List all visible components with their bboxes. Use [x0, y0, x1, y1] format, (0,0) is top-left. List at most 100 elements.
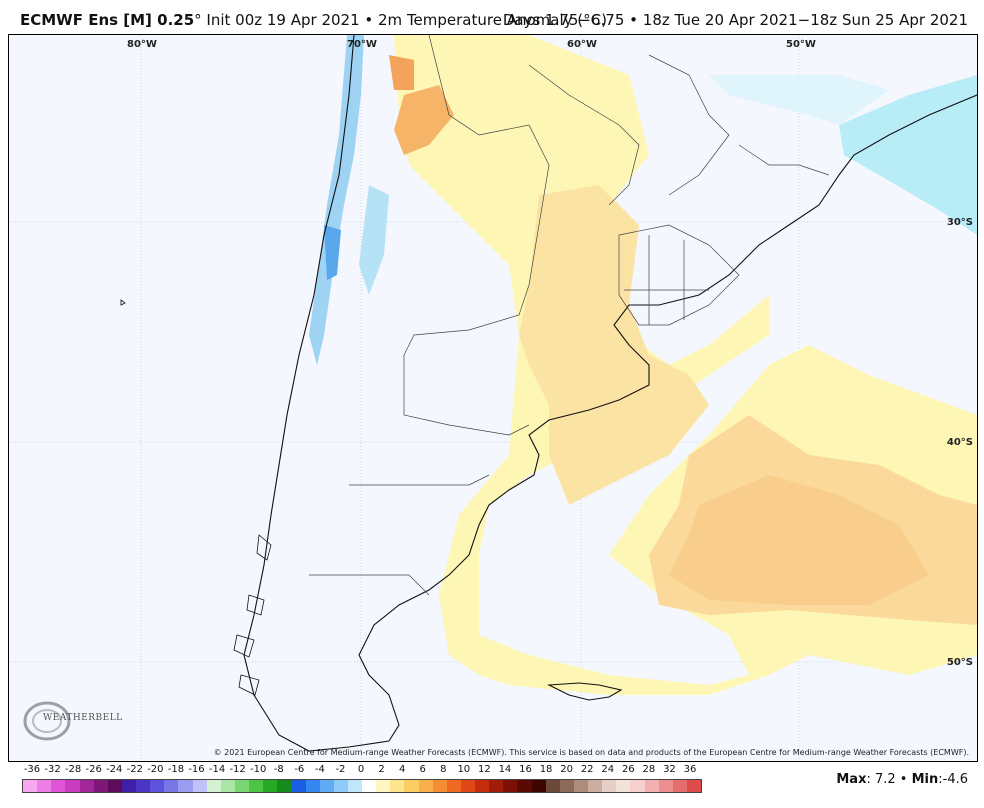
- colorbar-swatch: [333, 780, 348, 792]
- colorbar-swatch: [206, 780, 221, 792]
- colorbar-tick: 6: [419, 764, 426, 775]
- max-value: : 7.2: [866, 772, 896, 787]
- min-value: :-4.6: [938, 772, 968, 787]
- colorbar-swatch: [347, 780, 362, 792]
- init-text: Init 00z 19 Apr 2021 • 2m Temperature An…: [201, 11, 607, 29]
- map-panel[interactable]: 80°W 70°W 60°W 50°W 30°S 40°S 50°S WEATH…: [8, 34, 978, 762]
- valid-period: Days 1.75−6.75 • 18z Tue 20 Apr 2021−18z…: [502, 11, 968, 29]
- colorbar-tick: 20: [560, 764, 573, 775]
- colorbar-tick: 26: [621, 764, 635, 775]
- islands: [120, 299, 272, 696]
- colorbar-swatch: [376, 780, 391, 792]
- colorbar-swatch: [23, 780, 38, 792]
- colorbar-tick: -22: [126, 764, 143, 775]
- colorbar-swatch: [79, 780, 94, 792]
- logo-text: WEATHERBELL: [43, 713, 123, 723]
- lon-label-50w: 50°W: [786, 39, 816, 50]
- stats-separator: •: [895, 772, 912, 787]
- colorbar-tick: 14: [498, 764, 512, 775]
- colorbar-swatch: [65, 780, 80, 792]
- max-label: Max: [836, 772, 867, 787]
- colorbar-swatch: [291, 780, 306, 792]
- colorbar-swatch: [418, 780, 433, 792]
- colorbar-tick: -28: [64, 764, 82, 775]
- colorbar-tick: 10: [457, 764, 471, 775]
- colorbar-tick: 16: [519, 764, 532, 775]
- colorbar-swatch: [432, 780, 447, 792]
- cool-anomaly-andes: [309, 35, 364, 365]
- colorbar-tick: 32: [663, 764, 676, 775]
- colorbar-swatch: [446, 780, 461, 792]
- colorbar-swatch: [220, 780, 235, 792]
- colorbar-swatch: [602, 780, 617, 792]
- weatherbell-logo: WEATHERBELL: [21, 699, 122, 745]
- cool-anomaly-cuyo: [359, 185, 389, 295]
- warm-spot-north: [389, 55, 414, 90]
- colorbar-tick: -2: [335, 764, 346, 775]
- colorbar-swatch: [616, 780, 631, 792]
- anomaly-map: [9, 35, 977, 761]
- colorbar-swatch: [559, 780, 574, 792]
- colorbar-strip: [22, 779, 702, 793]
- colorbar-tick: -36: [23, 764, 41, 775]
- colorbar-tick: -16: [188, 764, 205, 775]
- colorbar-swatch: [531, 780, 546, 792]
- colorbar-tick: -12: [229, 764, 246, 775]
- colorbar-tick: 24: [601, 764, 615, 775]
- warm-spot-puna: [394, 85, 454, 155]
- colorbar-tick: -26: [85, 764, 102, 775]
- colorbar-swatch: [192, 780, 207, 792]
- colorbar-swatch: [319, 780, 334, 792]
- coastline: [243, 35, 977, 752]
- colorbar-tick: -10: [250, 764, 267, 775]
- colorbar-tick: 22: [580, 764, 594, 775]
- cool-spot-andes: [324, 225, 341, 280]
- colorbar-swatch: [573, 780, 588, 792]
- colorbar-tick: -20: [147, 764, 164, 775]
- colorbar-swatch: [136, 780, 151, 792]
- colorbar-swatch: [51, 780, 66, 792]
- colorbar-swatch: [164, 780, 179, 792]
- map-title: ECMWF Ens [M] 0.25° Init 00z 19 Apr 2021…: [20, 11, 607, 29]
- lon-label-70w: 70°W: [347, 39, 377, 50]
- colorbar-tick: -8: [273, 764, 284, 775]
- colorbar-swatch: [37, 780, 52, 792]
- colorbar-tick: -14: [208, 764, 226, 775]
- colorbar-swatch: [107, 780, 122, 792]
- lat-label-50s: 50°S: [946, 657, 973, 668]
- swirl-icon: [23, 701, 71, 741]
- colorbar-swatch: [686, 780, 701, 792]
- colorbar-tick: 2: [378, 764, 385, 775]
- colorbar-tick-labels: -36 -32 -28 -26 -24 -22 -20 -18 -16 -14 -12 -10 -8 -6…: [22, 764, 702, 778]
- header: ECMWF Ens [M] 0.25° Init 00z 19 Apr 2021…: [0, 0, 984, 34]
- colorbar-tick: -32: [44, 764, 61, 775]
- colorbar-swatch: [588, 780, 603, 792]
- colorbar-swatch: [234, 780, 249, 792]
- min-label: Min: [911, 772, 939, 787]
- colorbar-swatch: [93, 780, 108, 792]
- cool-anomaly-north: [709, 75, 889, 125]
- colorbar-swatch: [644, 780, 659, 792]
- colorbar-tick: -4: [314, 764, 325, 775]
- colorbar-swatch: [277, 780, 292, 792]
- colorbar-swatch: [150, 780, 165, 792]
- colorbar-swatch: [362, 780, 377, 792]
- ecmwf-credit: © 2021 European Centre for Medium-range …: [213, 748, 969, 757]
- warm-anomaly-medium-pampas: [519, 185, 709, 505]
- colorbar-swatch: [503, 780, 518, 792]
- colorbar-swatch: [305, 780, 320, 792]
- colorbar-tick: -18: [167, 764, 185, 775]
- colorbar-swatch: [390, 780, 405, 792]
- colorbar-swatch: [658, 780, 673, 792]
- colorbar-tick: 4: [398, 764, 406, 775]
- colorbar-swatch: [249, 780, 264, 792]
- degree-symbol: °: [194, 11, 202, 29]
- colorbar-tick: 8: [440, 764, 447, 775]
- colorbar-tick: 18: [539, 764, 553, 775]
- lat-label-40s: 40°S: [946, 437, 973, 448]
- borders: [309, 35, 830, 596]
- colorbar-swatch: [475, 780, 490, 792]
- cool-anomaly-atlantic: [839, 75, 977, 235]
- lon-label-60w: 60°W: [567, 39, 597, 50]
- colorbar-tick: 36: [683, 764, 697, 775]
